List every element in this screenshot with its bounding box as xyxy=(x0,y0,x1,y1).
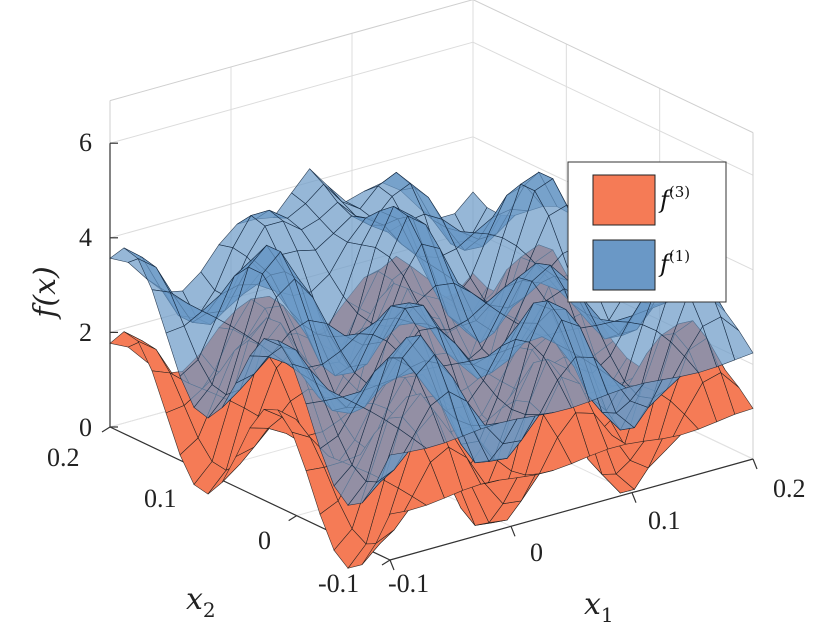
x1-tick xyxy=(631,492,637,503)
grid-line xyxy=(109,41,474,144)
x2-tick-label: 0.2 xyxy=(47,443,80,472)
z-axis-label: f(x) xyxy=(28,266,63,319)
box-edge xyxy=(472,0,754,134)
surface-cell-f1 xyxy=(375,451,409,484)
z-tick-label: 0 xyxy=(79,413,92,442)
x1-tick xyxy=(510,526,516,537)
z-tick-label: 2 xyxy=(79,318,92,347)
legend-swatch-f3 xyxy=(592,174,656,226)
grid-line xyxy=(472,41,754,176)
x1-tick-label: 0.1 xyxy=(648,506,681,535)
legend-swatch-f1 xyxy=(592,239,656,291)
x1-axis-line xyxy=(389,458,754,561)
x2-axis-label: x2 xyxy=(186,582,216,622)
series-f1-surface xyxy=(109,168,754,506)
x2-tick xyxy=(381,559,391,566)
x2-tick xyxy=(288,515,297,522)
x1-axis-label: x1 xyxy=(584,587,614,627)
x1-tick xyxy=(389,559,395,571)
surface-cell-f3 xyxy=(375,510,409,544)
x1-tick-label: 0.2 xyxy=(773,474,806,503)
x1-tick-label: -0.1 xyxy=(388,569,429,598)
x1-tick-label: 0 xyxy=(530,538,543,567)
x2-tick-label: 0 xyxy=(258,526,271,555)
x2-tick xyxy=(101,426,111,433)
x2-tick-label: -0.1 xyxy=(318,569,359,598)
z-tick-label: 4 xyxy=(79,223,92,252)
x1-tick xyxy=(752,458,758,470)
box-edge xyxy=(109,0,474,102)
x2-tick-label: 0.1 xyxy=(144,484,177,513)
legend: f(3) f(1) xyxy=(567,161,727,303)
z-tick-label: 6 xyxy=(79,128,92,157)
grid-line xyxy=(109,136,474,239)
